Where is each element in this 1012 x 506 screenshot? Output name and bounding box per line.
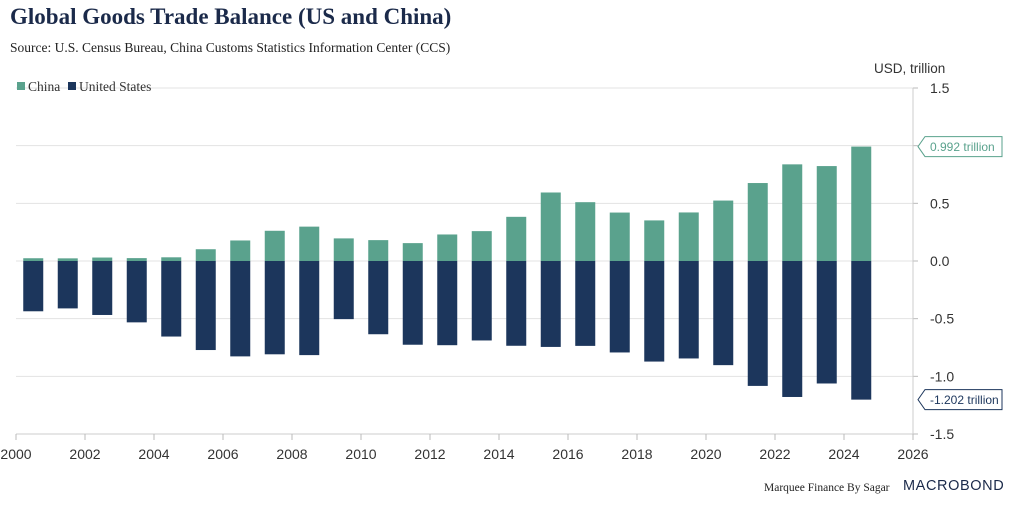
bar-united-states: [195, 261, 216, 351]
bar-china: [299, 226, 320, 261]
bar-china: [402, 243, 423, 261]
bar-china: [782, 164, 803, 261]
bar-china: [713, 200, 734, 261]
y-tick-label: -1.5: [930, 426, 954, 442]
bar-china: [92, 257, 113, 261]
us-value-callout: [917, 389, 1003, 411]
bar-china: [851, 146, 872, 261]
bar-united-states: [816, 261, 837, 384]
chart-title: Global Goods Trade Balance (US and China…: [10, 4, 452, 29]
bar-china: [57, 258, 78, 261]
x-tick-label: 2022: [759, 446, 790, 462]
y-axis-unit-label: USD, trillion: [874, 61, 945, 76]
x-tick-label: 2020: [690, 446, 721, 462]
x-tick-label: 2008: [276, 446, 307, 462]
y-tick-label: 0.0: [930, 253, 950, 269]
bar-china: [368, 240, 389, 261]
x-tick-label: 2002: [69, 446, 100, 462]
bar-united-states: [747, 261, 768, 386]
bar-united-states: [678, 261, 699, 359]
legend: China United States: [17, 79, 151, 94]
bar-united-states: [437, 261, 458, 346]
x-tick-label: 2004: [138, 446, 169, 462]
bar-china: [126, 258, 147, 261]
bar-china: [264, 230, 285, 261]
legend-label-united-states: United States: [79, 79, 151, 94]
bar-united-states: [471, 261, 492, 341]
footer-credit: Marquee Finance By Sagar: [764, 482, 890, 494]
y-tick-label: 1.5: [930, 80, 950, 96]
bar-china: [575, 202, 596, 261]
brand-logo: MACROBOND: [903, 478, 1005, 494]
bar-united-states: [644, 261, 665, 362]
bar-china: [644, 220, 665, 261]
bar-united-states: [299, 261, 320, 356]
x-tick-label: 2018: [621, 446, 652, 462]
chart-source: Source: U.S. Census Bureau, China Custom…: [10, 40, 451, 55]
bar-united-states: [126, 261, 147, 323]
legend-label-china: China: [28, 79, 60, 94]
bar-united-states: [713, 261, 734, 366]
us-value-label: -1.202 trillion: [930, 393, 999, 407]
x-tick-label: 2014: [483, 446, 514, 462]
bar-united-states: [333, 261, 354, 320]
bar-united-states: [368, 261, 389, 335]
bar-china: [747, 183, 768, 261]
x-tick-label: 2024: [828, 446, 859, 462]
bar-china: [230, 240, 251, 261]
x-tick-label: 2010: [345, 446, 376, 462]
bar-china: [609, 212, 630, 261]
x-tick-label: 2012: [414, 446, 445, 462]
china-value-label: 0.992 trillion: [930, 140, 995, 154]
grid-lines: [16, 87, 913, 435]
bar-united-states: [161, 261, 182, 337]
bar-united-states: [264, 261, 285, 355]
bar-united-states: [609, 261, 630, 353]
x-tick-label: 2006: [207, 446, 238, 462]
bar-china: [437, 234, 458, 261]
bar-china: [540, 192, 561, 261]
bar-china: [161, 257, 182, 261]
bar-united-states: [230, 261, 251, 357]
bar-china: [816, 166, 837, 261]
y-tick-label: 0.5: [930, 195, 950, 211]
china-value-callout: [917, 136, 1003, 158]
bar-china: [678, 212, 699, 261]
bar-united-states: [23, 261, 44, 312]
bar-united-states: [540, 261, 561, 347]
bar-united-states: [92, 261, 113, 315]
bar-china: [195, 249, 216, 261]
legend-swatch-china: [17, 82, 25, 90]
bar-united-states: [402, 261, 423, 345]
legend-swatch-united-states: [68, 82, 76, 90]
y-tick-label: -1.0: [930, 368, 954, 384]
bar-united-states: [575, 261, 596, 346]
x-tick-label: 2000: [0, 446, 31, 462]
x-tick-label: 2016: [552, 446, 583, 462]
x-tick-label: 2026: [897, 446, 928, 462]
bar-china: [471, 231, 492, 261]
y-tick-label: -0.5: [930, 311, 954, 327]
bar-united-states: [782, 261, 803, 397]
bar-china: [23, 258, 44, 261]
bar-china: [506, 216, 527, 261]
bars: [23, 146, 872, 400]
bar-china: [333, 238, 354, 261]
annotations: 0.992 trillion -1.202 trillion: [917, 136, 1003, 411]
bar-united-states: [506, 261, 527, 346]
bar-united-states: [851, 261, 872, 400]
bar-united-states: [57, 261, 78, 309]
